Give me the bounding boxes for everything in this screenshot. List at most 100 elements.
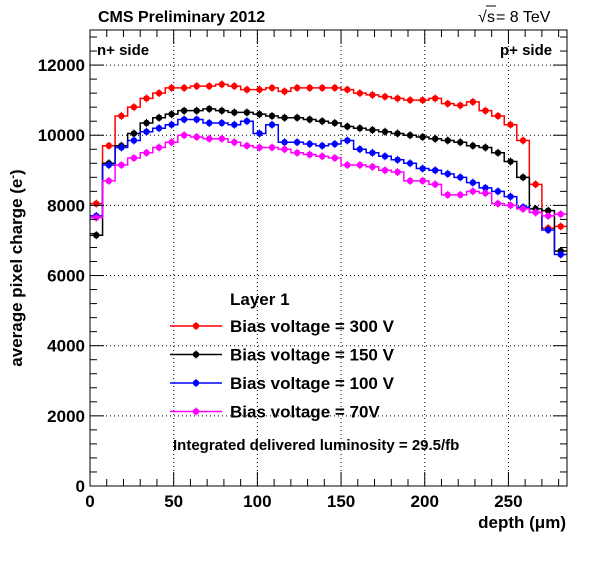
data-point (168, 110, 175, 118)
data-point (293, 139, 301, 146)
y-tick-label: 0 (76, 477, 85, 496)
data-point (557, 251, 564, 258)
data-point (344, 161, 351, 169)
series (90, 131, 567, 222)
data-point (532, 181, 539, 188)
data-point (293, 149, 301, 156)
series-line (90, 134, 567, 219)
data-point (444, 137, 451, 144)
data-point (369, 91, 376, 99)
data-point (331, 84, 338, 92)
data-point (557, 210, 564, 218)
x-tick-label: 0 (85, 492, 94, 511)
luminosity-label: Integrated delivered luminosity = 29.5/f… (173, 437, 459, 454)
y-tick-label: 6000 (47, 267, 85, 286)
data-point (457, 102, 464, 109)
data-point (431, 95, 439, 102)
data-point (193, 107, 200, 114)
data-point (231, 109, 238, 116)
data-point (105, 142, 113, 149)
data-point (444, 170, 451, 178)
data-point (406, 160, 414, 167)
data-point (306, 140, 313, 148)
data-point (319, 118, 326, 125)
data-point (105, 161, 113, 169)
axes: 0 50 100 150 200 250 0 2000 4000 6000 8000 10000 120… (38, 30, 567, 511)
data-point (356, 125, 364, 132)
energy-label: √ s = 8 TeV (478, 5, 551, 26)
data-point (532, 209, 539, 216)
x-tick-label: 200 (411, 492, 439, 511)
data-point (431, 181, 439, 188)
x-tick-label: 250 (494, 492, 522, 511)
data-point (394, 168, 401, 176)
data-point (243, 142, 251, 149)
data-point (331, 154, 338, 162)
data-point (206, 105, 213, 113)
plot-frame (89, 29, 568, 487)
data-point (356, 146, 364, 153)
data-point (243, 109, 251, 116)
data-point (344, 86, 351, 93)
data-point (494, 188, 502, 195)
data-point (482, 107, 489, 114)
series-line (90, 118, 567, 256)
data-point (319, 153, 326, 160)
grid-lines (90, 30, 567, 486)
data-point (469, 142, 477, 149)
data-point (394, 130, 401, 137)
data-point (482, 189, 489, 197)
data-point (494, 149, 502, 156)
data-point (482, 144, 489, 151)
data-point (168, 84, 175, 92)
data-point (218, 119, 226, 127)
data-point (143, 119, 150, 127)
legend-label: Bias voltage = 150 V (230, 346, 395, 365)
data-point (482, 184, 489, 192)
legend-label: Bias voltage = 300 V (230, 317, 395, 336)
data-point (507, 121, 514, 128)
data-point (544, 212, 552, 220)
data-point (557, 223, 564, 230)
data-point (431, 167, 439, 174)
data-point (155, 144, 163, 151)
data-point (344, 123, 351, 130)
data-point (319, 84, 326, 92)
p-side-label: p+ side (500, 42, 552, 59)
series-layer (90, 80, 567, 259)
data-point (130, 130, 138, 137)
data-point (268, 112, 276, 120)
data-point (256, 144, 263, 151)
data-point (469, 98, 477, 106)
data-point (344, 137, 351, 144)
data-point (105, 177, 113, 185)
data-point (457, 139, 464, 146)
data-point (507, 193, 514, 200)
y-tick-label: 8000 (47, 196, 85, 215)
data-point (519, 174, 527, 181)
data-point (268, 84, 276, 92)
data-point (281, 114, 288, 121)
data-point (168, 121, 175, 128)
data-point (381, 153, 389, 160)
sqrt-s: s (487, 9, 495, 26)
x-tick-label: 150 (327, 492, 355, 511)
data-point (306, 84, 313, 92)
y-axis-title-sup: - (7, 175, 19, 179)
x-axis-title: depth (μm) (478, 513, 566, 532)
x-tick-label: 100 (243, 492, 271, 511)
y-tick-label: 2000 (47, 407, 85, 426)
data-point (130, 137, 138, 144)
data-point (268, 144, 276, 151)
data-point (193, 116, 200, 123)
data-point (206, 119, 213, 127)
data-point (143, 95, 150, 102)
data-point (256, 86, 263, 93)
data-point (281, 146, 288, 153)
data-point (243, 86, 251, 93)
y-axis-title-end: ) (7, 169, 26, 175)
data-point (118, 144, 125, 151)
data-point (431, 135, 439, 142)
data-point (293, 114, 301, 121)
